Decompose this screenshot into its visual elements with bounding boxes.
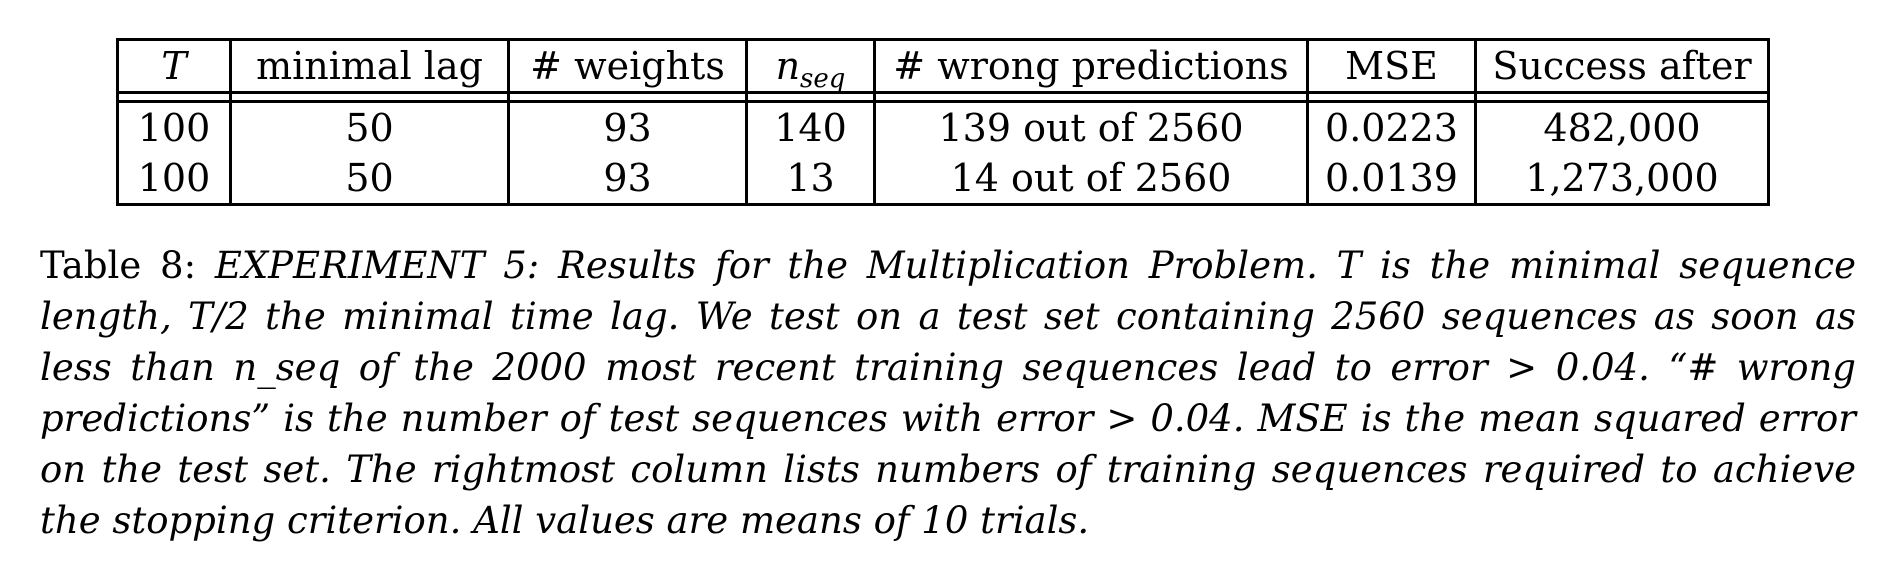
nseq-subscript: seq <box>800 64 846 94</box>
col-header-t: T <box>116 38 232 94</box>
nseq-symbol: n <box>775 44 801 88</box>
cell: 139 out of 2560 <box>873 100 1309 153</box>
col-header-weights: # weights <box>507 38 748 94</box>
cell: 14 out of 2560 <box>873 153 1309 206</box>
cell: 0.0223 <box>1306 100 1477 153</box>
cell: 100 <box>116 153 232 206</box>
results-table: T minimal lag # weights nseq # wrong pre… <box>116 38 1770 206</box>
table-caption: Table 8: EXPERIMENT 5: Results for the M… <box>40 240 1856 546</box>
col-header-minimal-lag: minimal lag <box>229 38 510 94</box>
cell: 50 <box>229 153 510 206</box>
col-header-mse: MSE <box>1306 38 1477 94</box>
cell: 13 <box>745 153 876 206</box>
col-header-nseq: nseq <box>745 38 876 94</box>
caption-label: Table 8: <box>40 244 197 287</box>
cell: 93 <box>507 153 748 206</box>
cell: 50 <box>229 100 510 153</box>
table-row: 100 50 93 140 139 out of 2560 0.0223 482… <box>116 100 1770 153</box>
cell: 140 <box>745 100 876 153</box>
cell: 1,273,000 <box>1474 153 1770 206</box>
table-row: 100 50 93 13 14 out of 2560 0.0139 1,273… <box>116 153 1770 206</box>
col-header-success-after: Success after <box>1474 38 1770 94</box>
cell: 93 <box>507 100 748 153</box>
caption-text: EXPERIMENT 5: Results for the Multiplica… <box>40 244 1856 542</box>
cell: 0.0139 <box>1306 153 1477 206</box>
table-gap <box>116 92 1770 102</box>
cell: 482,000 <box>1474 100 1770 153</box>
col-header-wrong-predictions: # wrong predictions <box>873 38 1309 94</box>
cell: 100 <box>116 100 232 153</box>
table-header-row: T minimal lag # weights nseq # wrong pre… <box>116 38 1770 94</box>
